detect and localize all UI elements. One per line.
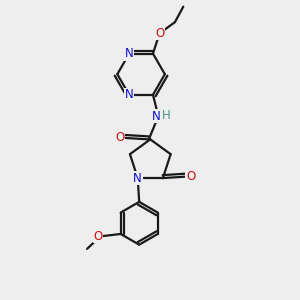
Text: N: N — [125, 88, 134, 101]
Text: H: H — [162, 109, 171, 122]
Text: N: N — [152, 110, 160, 123]
Text: O: O — [155, 27, 164, 40]
Text: N: N — [133, 172, 142, 184]
Text: O: O — [186, 170, 195, 183]
Text: N: N — [125, 47, 134, 60]
Text: O: O — [116, 131, 124, 144]
Text: O: O — [94, 230, 103, 243]
